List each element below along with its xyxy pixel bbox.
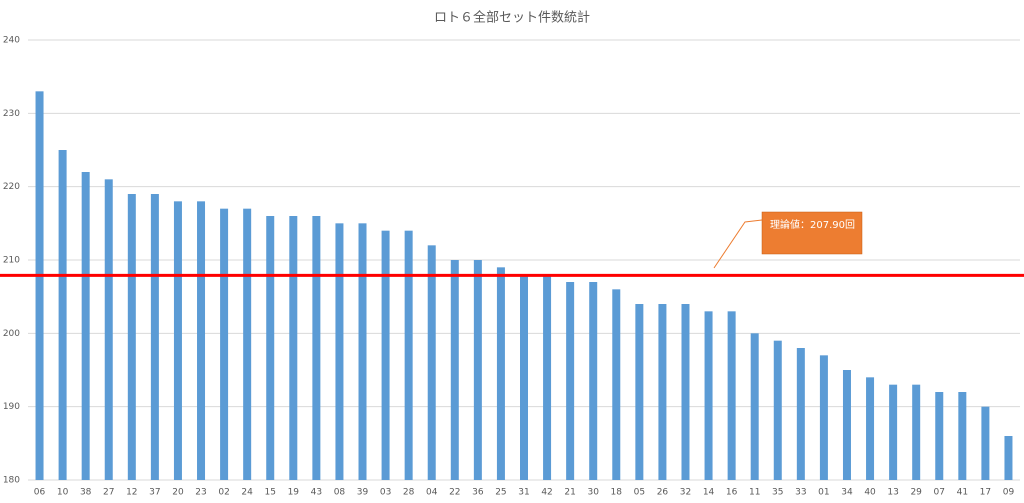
bar [543, 274, 552, 480]
bar [243, 208, 252, 480]
x-tick-label: 28 [403, 488, 415, 498]
x-tick-label: 40 [864, 488, 876, 498]
x-tick-label: 26 [657, 488, 669, 498]
x-tick-label: 42 [541, 488, 552, 498]
bar [358, 223, 367, 481]
bar [635, 304, 644, 480]
x-tick-label: 20 [172, 488, 184, 498]
bar [220, 208, 229, 480]
bar [866, 377, 875, 480]
bar [819, 355, 828, 480]
bar [958, 392, 967, 480]
x-tick-label: 02 [218, 488, 229, 498]
bar [566, 282, 575, 480]
x-tick-label: 27 [103, 488, 114, 498]
x-tick-label: 19 [288, 488, 300, 498]
bar [842, 370, 851, 480]
x-tick-label: 35 [772, 488, 783, 498]
bar [266, 216, 275, 480]
x-tick-label: 16 [726, 488, 738, 498]
x-tick-label: 01 [818, 488, 829, 498]
bar [427, 245, 436, 480]
x-tick-label: 37 [149, 488, 160, 498]
bar [312, 216, 321, 480]
annotation-text: 理論値：207.90回 [770, 218, 855, 231]
x-tick-label: 07 [934, 488, 945, 498]
bar [35, 91, 44, 480]
bar [750, 333, 759, 480]
x-tick-label: 34 [841, 488, 853, 498]
x-tick-label: 05 [634, 488, 645, 498]
x-tick-label: 43 [311, 488, 322, 498]
bar [404, 230, 413, 480]
bar [704, 311, 713, 480]
x-tick-label: 11 [749, 488, 760, 498]
x-tick-label: 31 [518, 488, 529, 498]
bar [520, 274, 528, 480]
x-tick-label: 36 [472, 488, 484, 498]
bar [981, 406, 990, 480]
bar [150, 194, 159, 480]
x-tick-label: 41 [957, 488, 968, 498]
x-tick-label: 17 [980, 488, 991, 498]
y-tick-label: 220 [3, 182, 20, 192]
y-tick-label: 190 [3, 402, 20, 412]
bar [727, 311, 736, 480]
x-tick-label: 23 [195, 488, 206, 498]
bar [173, 201, 182, 481]
bar [912, 384, 921, 480]
bar [889, 384, 898, 480]
bar [589, 282, 598, 480]
x-tick-label: 30 [587, 488, 599, 498]
chart-title: ロト６全部セット件数統計 [434, 10, 590, 26]
x-tick-label: 39 [357, 488, 369, 498]
x-tick-label: 03 [380, 488, 391, 498]
x-tick-label: 10 [57, 488, 69, 498]
bar [104, 179, 113, 481]
x-tick-label: 33 [795, 488, 806, 498]
bar [796, 348, 805, 480]
bar [381, 230, 390, 480]
y-tick-label: 210 [3, 256, 20, 266]
bar [450, 260, 459, 480]
x-tick-label: 21 [564, 488, 575, 498]
x-tick-label: 06 [34, 488, 46, 498]
x-tick-label: 14 [703, 488, 715, 498]
x-tick-label: 08 [334, 488, 346, 498]
bar [1004, 436, 1013, 480]
x-tick-label: 38 [80, 488, 92, 498]
bar [473, 260, 482, 480]
bar [658, 304, 667, 480]
bar [612, 289, 621, 480]
x-tick-label: 04 [426, 488, 438, 498]
x-tick-label: 13 [887, 488, 898, 498]
x-tick-label: 12 [126, 488, 137, 498]
x-tick-label: 25 [495, 488, 506, 498]
bar [935, 392, 944, 480]
x-tick-label: 15 [265, 488, 276, 498]
callout-line [713, 219, 763, 269]
y-tick-label: 180 [3, 476, 20, 486]
bar [335, 223, 344, 481]
x-tick-label: 22 [449, 488, 460, 498]
bar [773, 340, 782, 480]
x-tick-label: 24 [241, 488, 253, 498]
y-tick-label: 240 [3, 36, 20, 46]
annotation-box [761, 211, 863, 255]
bar [681, 304, 690, 480]
x-tick-label: 18 [611, 488, 623, 498]
x-tick-label: 09 [1003, 488, 1015, 498]
bar [289, 216, 298, 480]
y-tick-label: 230 [3, 109, 20, 119]
x-tick-label: 29 [910, 488, 922, 498]
bar [81, 172, 90, 480]
y-tick-label: 200 [3, 329, 20, 339]
bar [58, 150, 67, 480]
bar [197, 201, 206, 481]
bar [127, 194, 136, 480]
x-tick-label: 32 [680, 488, 691, 498]
bar [496, 267, 505, 480]
